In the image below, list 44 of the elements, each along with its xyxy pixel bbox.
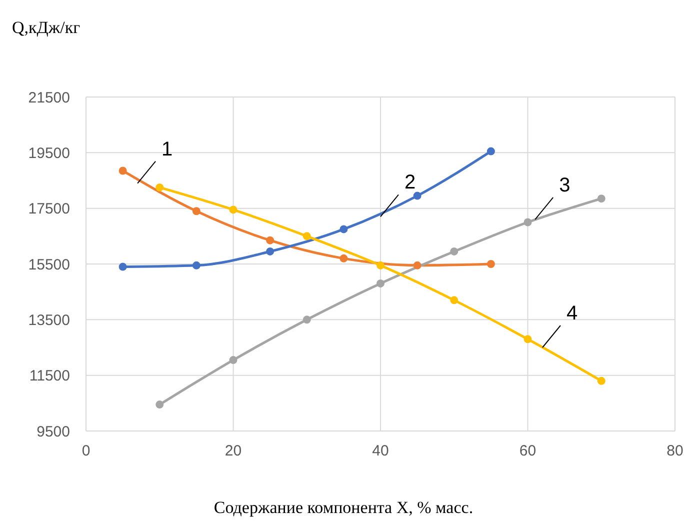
point	[376, 279, 384, 288]
point	[156, 400, 164, 409]
point	[597, 194, 606, 203]
point	[450, 296, 458, 304]
point	[413, 261, 422, 270]
y-axis-title: Q,кДж/кг	[12, 18, 80, 38]
x-tick-label: 80	[666, 442, 684, 460]
point	[266, 247, 274, 256]
annotation: 3	[559, 174, 570, 196]
annotation: 2	[404, 172, 416, 194]
point	[486, 260, 495, 268]
point	[524, 335, 532, 344]
point	[192, 261, 200, 270]
point	[118, 166, 127, 175]
point	[597, 376, 606, 385]
point	[413, 192, 422, 200]
point	[192, 207, 200, 216]
point	[376, 261, 384, 270]
point	[229, 356, 238, 364]
y-tick-label: 21500	[28, 89, 70, 106]
point	[118, 262, 127, 271]
point	[302, 316, 311, 324]
y-tick-label: 9500	[36, 423, 70, 440]
point	[156, 183, 164, 192]
point	[340, 225, 348, 234]
y-tick-label: 17500	[28, 200, 70, 218]
point	[486, 147, 495, 156]
annotation: 4	[566, 302, 578, 324]
point	[340, 254, 348, 262]
y-tick-label: 15500	[28, 256, 70, 274]
point	[524, 218, 532, 226]
x-tick-label: 40	[372, 442, 389, 460]
point	[266, 236, 274, 244]
x-tick-label: 0	[82, 442, 90, 460]
x-axis-title: Содержание компонента X, % масс.	[212, 498, 474, 518]
x-tick-label: 60	[519, 442, 536, 460]
x-tick-label: 20	[224, 442, 242, 460]
point	[302, 232, 311, 240]
annotation: 1	[162, 138, 173, 160]
y-tick-label: 11500	[29, 368, 70, 385]
y-tick-label: 19500	[28, 144, 70, 162]
point	[229, 206, 238, 214]
point	[450, 247, 458, 256]
y-tick-label: 13500	[28, 312, 70, 329]
